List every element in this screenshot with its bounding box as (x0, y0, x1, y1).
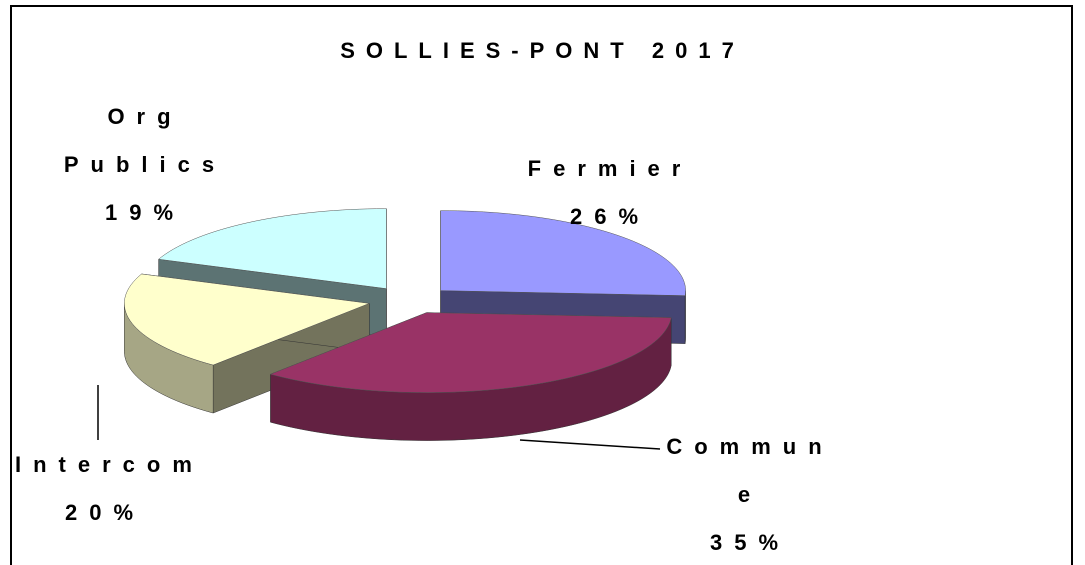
category-label: Commune (666, 434, 834, 507)
leader-line (519, 439, 661, 450)
chart-title: SOLLIES-PONT 2017 (340, 38, 745, 63)
value-label: 20% (64, 500, 146, 525)
chart-border (10, 5, 1073, 565)
slice (157, 208, 387, 289)
slice (440, 210, 686, 296)
slice-label: Commune 35% (655, 423, 845, 565)
slice-label: Intercom 20% (15, 441, 195, 537)
slice (269, 312, 672, 393)
value-label: 35% (709, 530, 791, 555)
category-label: Intercom (15, 452, 204, 477)
value-label: 19% (104, 200, 186, 225)
slice-label: Org Publics 19% (60, 93, 230, 237)
value-label: 26% (569, 204, 651, 229)
category-label: Fermier (527, 156, 693, 181)
slice (124, 273, 370, 366)
category-label: Org Publics (63, 104, 227, 177)
slice-label: Fermier 26% (520, 145, 700, 241)
